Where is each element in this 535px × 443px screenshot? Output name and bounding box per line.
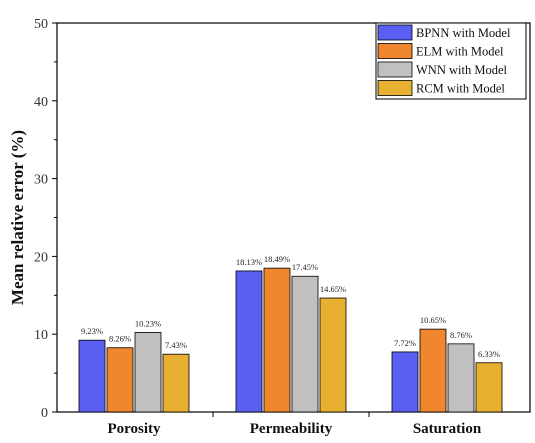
- data-label: 14.65%: [320, 284, 346, 294]
- y-tick-label: 30: [34, 173, 48, 188]
- legend-label: BPNN with Model: [416, 26, 511, 40]
- data-label: 10.65%: [420, 315, 446, 325]
- bar: [447, 343, 475, 413]
- bar: [319, 297, 347, 413]
- data-label: 18.13%: [236, 257, 262, 267]
- bar: [106, 347, 134, 413]
- x-category-label: Permeability: [250, 421, 333, 437]
- data-label: 9.23%: [81, 326, 103, 336]
- y-axis-title: Mean relative error (%): [8, 130, 27, 305]
- bar: [235, 270, 263, 413]
- legend-swatch: [377, 80, 413, 96]
- legend-swatch: [377, 61, 413, 78]
- data-label: 8.76%: [450, 330, 472, 340]
- legend-swatch: [377, 43, 413, 59]
- x-category-label: Porosity: [107, 421, 161, 437]
- y-tick-label: 50: [34, 17, 48, 32]
- plot-area: 0 10 20 30 40 50 Porosity Permeability Saturatio…: [8, 17, 531, 437]
- legend-label: WNN with Model: [416, 63, 507, 77]
- bar: [291, 275, 319, 413]
- legend-swatch: [377, 24, 413, 41]
- y-tick-label: 10: [34, 328, 48, 343]
- bar: [419, 328, 447, 413]
- data-label: 18.49%: [264, 254, 290, 264]
- data-label: 6.33%: [478, 349, 500, 359]
- bar: [134, 332, 162, 413]
- data-label: 17.45%: [292, 262, 318, 272]
- legend-label: ELM with Model: [416, 45, 504, 59]
- data-label: 8.26%: [109, 334, 131, 344]
- data-label: 7.72%: [394, 338, 416, 348]
- legend-label: RCM with Model: [416, 82, 505, 96]
- y-tick-label: 40: [34, 95, 48, 110]
- bar: [162, 353, 190, 413]
- bar: [78, 339, 106, 413]
- y-tick-label: 0: [41, 406, 48, 421]
- data-label: 10.23%: [135, 318, 161, 328]
- data-label: 7.43%: [165, 340, 187, 350]
- bar: [475, 362, 503, 413]
- x-category-label: Saturation: [413, 421, 482, 437]
- bar: [391, 351, 419, 413]
- y-tick-label: 20: [34, 250, 48, 265]
- bar: [263, 267, 291, 413]
